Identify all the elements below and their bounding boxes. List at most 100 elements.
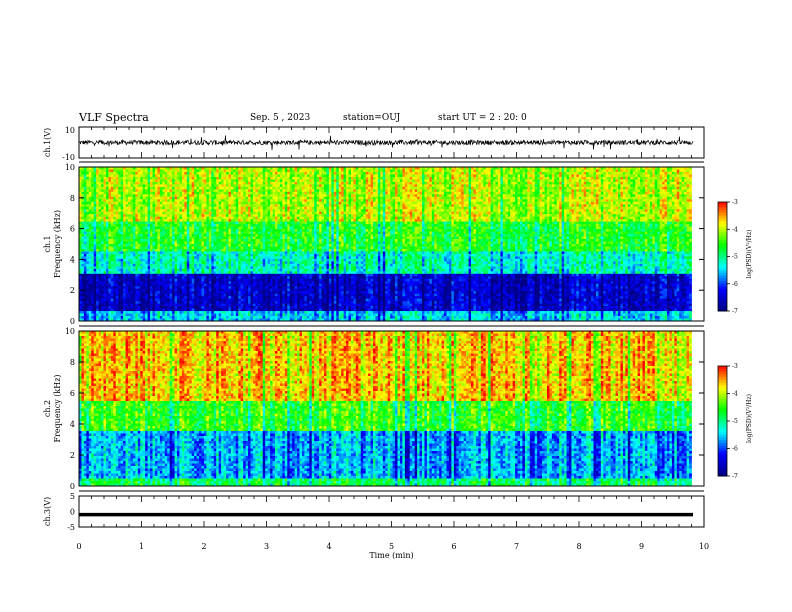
spectrogram-cell [610,179,614,183]
spectrogram-cell [505,186,509,190]
spectrogram-cell [426,206,430,210]
spectrogram-cell [497,167,501,170]
spectrogram-cell [505,181,509,185]
spectrogram-cell [196,194,200,198]
spectrogram-cell [91,189,95,193]
spectrogram-cell [407,211,411,215]
spectrogram-cell [211,179,215,183]
spectrogram-cell [262,179,266,183]
spectrogram-cell [270,196,273,200]
spectrogram-cell [358,196,362,200]
spectrogram-cell [93,211,97,215]
spectrogram-cell [319,179,322,183]
spectrogram-cell [649,204,653,208]
spectrogram-cell [243,196,246,200]
spectrogram-cell [120,214,124,218]
spectrogram-cell [213,181,217,185]
spectrogram-cell [250,214,254,218]
spectrogram-cell [130,191,134,195]
spectrogram-cell [532,211,536,215]
spectrogram-cell [520,181,523,185]
spectrogram-cell [306,171,310,175]
spectrogram-cell [598,189,602,193]
spectrogram-cell [294,209,298,213]
spectrogram-cell [218,186,222,190]
spectrogram-cell [507,196,511,200]
spectrogram-cell [115,181,119,185]
spectrogram-cell [191,169,195,173]
spectrogram-cell [270,201,273,205]
spectrogram-cell [174,199,178,203]
spectrogram-cell [615,199,619,203]
spectrogram-cell [654,184,658,188]
spectrogram-cell [316,189,320,193]
spectrogram-cell [461,211,465,215]
spectrogram-cell [524,199,528,203]
spectrogram-cell [181,186,185,190]
spectrogram-cell [326,196,330,200]
spectrogram-cell [681,189,685,193]
spectrogram-cell [659,209,663,213]
spectrogram-cell [385,171,389,175]
spectrogram-cell [213,184,217,188]
spectrogram-cell [620,206,624,210]
spectrogram-cell [608,209,612,213]
spectrogram-cell [667,211,670,215]
spectrogram-cell [431,176,435,180]
spectrogram-cell [206,191,210,195]
spectrogram-cell [306,186,310,190]
spectrogram-cell [444,167,447,170]
spectrogram-cell [162,186,166,190]
spectrogram-cell [635,176,638,180]
spectrogram-cell [125,204,129,208]
spectrogram-cell [194,211,197,215]
spectrogram-cell [338,171,342,175]
spectrogram-cell [88,189,92,193]
spectrogram-cell [159,204,163,208]
spectrogram-cell [110,206,114,210]
spectrogram-cell [321,179,325,183]
spectrogram-cell [603,171,607,175]
spectrogram-cell [569,179,572,183]
spectrogram-cell [488,169,491,173]
spectrogram-cell [515,204,518,208]
spectrogram-cell [507,206,511,210]
spectrogram-cell [343,176,347,180]
spectrogram-cell [186,211,190,215]
spectrogram-cell [561,186,565,190]
spectrogram-cell [402,176,406,180]
spectrogram-cell [81,179,85,183]
spectrogram-cell [686,171,690,175]
spectrogram-cell [186,196,190,200]
spectrogram-cell [314,171,318,175]
spectrogram-cell [497,199,501,203]
spectrogram-cell [196,179,200,183]
spectrogram-cell [436,201,440,205]
spectrogram-cell [622,191,626,195]
spectrogram-cell [265,214,269,218]
spectrogram-cell [108,211,112,215]
spectrogram-cell [453,171,457,175]
spectrogram-cell [566,189,570,193]
spectrogram-cell [255,199,259,203]
spectrogram-cell [654,201,658,205]
spectrogram-cell [243,201,246,205]
spectrogram-cell [152,201,156,205]
spectrogram-cell [667,186,670,190]
spectrogram-cell [333,199,337,203]
spectrogram-cell [328,201,332,205]
spectrogram-cell [123,206,126,210]
spectrogram-cell [145,171,148,175]
spectrogram-cell [539,181,543,185]
spectrogram-cell [287,174,291,178]
spectrogram-cell [191,196,195,200]
spectrogram-cell [174,211,178,215]
spectrogram-cell [485,201,489,205]
spectrogram-cell [203,189,207,193]
spectrogram-cell [103,186,107,190]
spectrogram-cell [395,181,398,185]
spectrogram-cell [186,189,190,193]
spectrogram-cell [299,179,303,183]
spectrogram-cell [586,186,589,190]
spectrogram-cell [493,171,496,175]
